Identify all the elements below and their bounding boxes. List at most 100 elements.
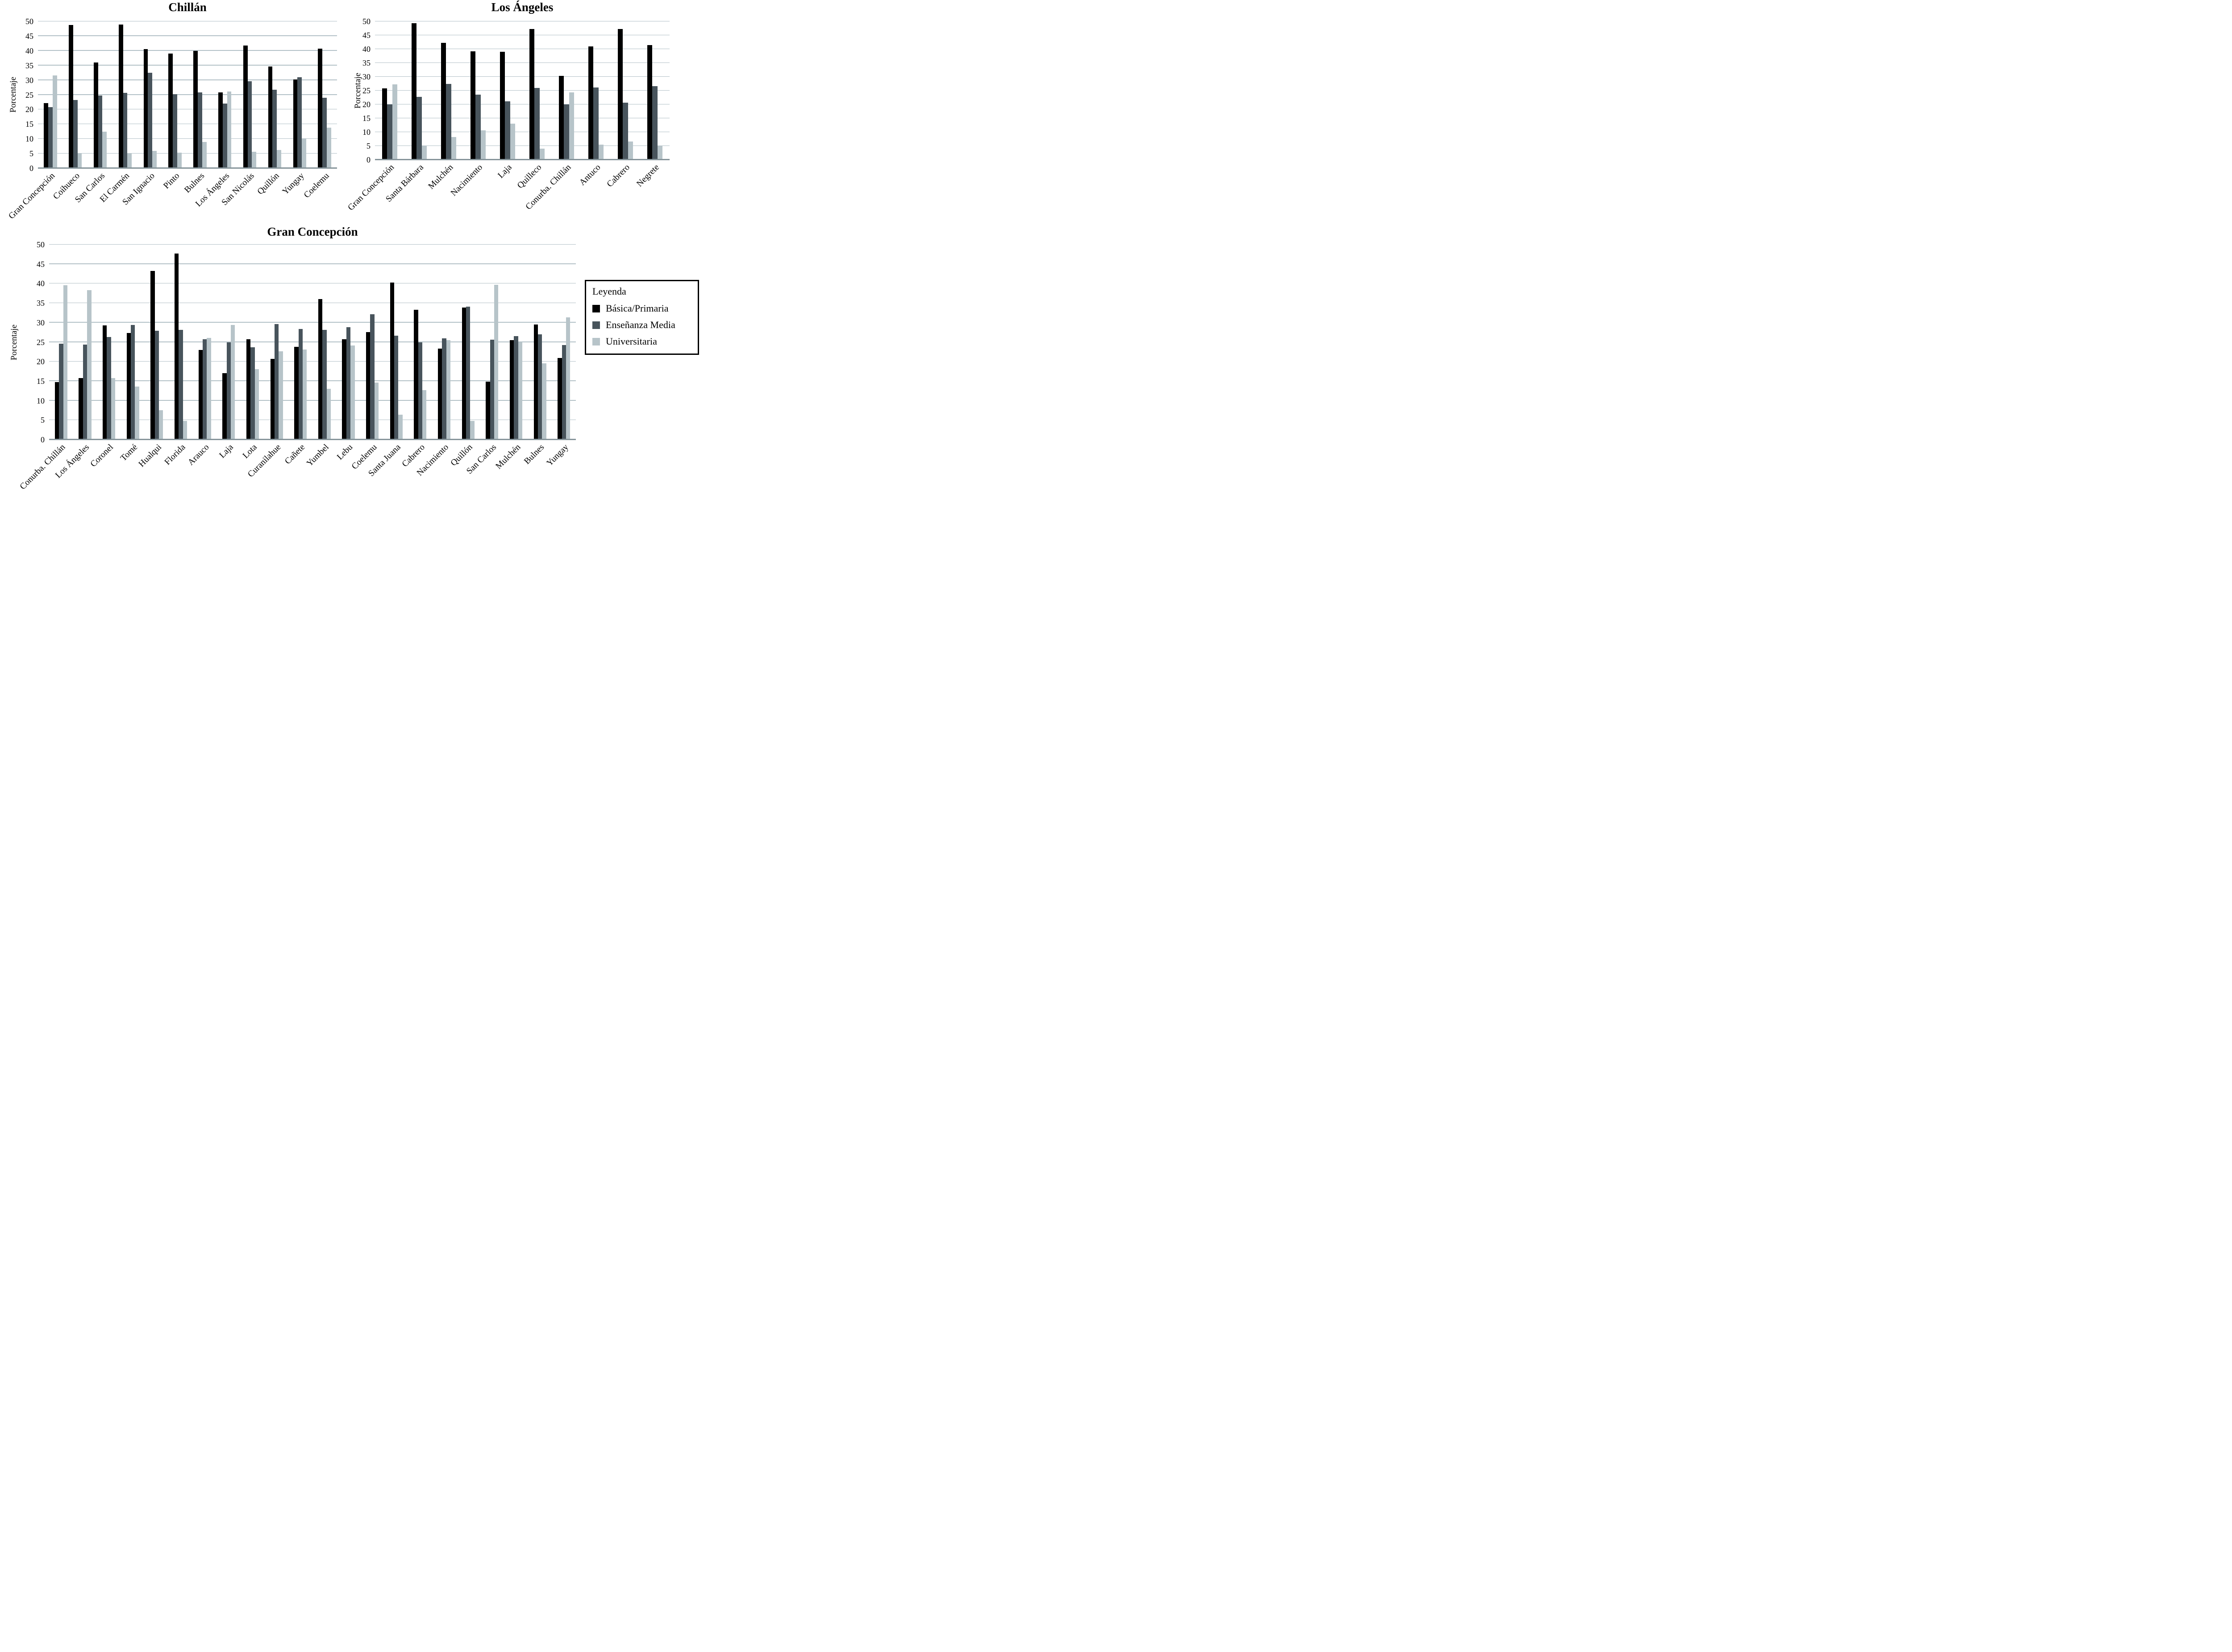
bar-basica — [441, 42, 446, 160]
chart-title: Gran Concepción — [267, 225, 358, 238]
bar-universitaria — [451, 137, 457, 160]
bar-universitaria — [657, 145, 663, 160]
chart-los-angeles: Los Ángeles Porcentaje 0 5 10 15 20 25 30 35 40 4… — [346, 0, 700, 234]
bar-media — [475, 95, 481, 160]
bar-universitaria — [542, 363, 546, 440]
y-tick-label: 0 — [366, 155, 371, 164]
bar-media — [322, 330, 327, 440]
y-tick-label: 40 — [362, 45, 371, 54]
y-tick-label: 25 — [362, 86, 371, 95]
bar-group — [640, 21, 670, 160]
x-axis-label: Mulchén — [426, 162, 455, 191]
bar-universitaria — [177, 153, 182, 168]
bar-basica — [268, 67, 273, 168]
gridline — [49, 380, 576, 381]
bar-universitaria — [135, 387, 139, 440]
y-tick-label: 50 — [37, 240, 45, 249]
gridline — [375, 90, 670, 91]
bar-basica — [588, 46, 594, 160]
bar-media — [222, 104, 227, 168]
bar-universitaria — [277, 150, 282, 168]
x-axis-label: Florida — [162, 442, 187, 467]
bar-basica — [118, 25, 123, 168]
bar-media — [198, 92, 202, 168]
bar-universitaria — [494, 285, 499, 440]
bar-group — [265, 245, 289, 440]
bar-media — [416, 97, 422, 160]
y-tick-label: 15 — [25, 120, 33, 129]
y-tick-label: 40 — [37, 279, 45, 288]
bar-group — [360, 245, 384, 440]
x-axis-label: Mulchén — [494, 442, 523, 471]
bar-media — [490, 340, 495, 440]
gridline — [38, 50, 337, 51]
bar-basica — [69, 25, 73, 168]
legend-label: Universitaria — [606, 336, 657, 347]
bar-group — [169, 245, 193, 440]
bar-basica — [529, 29, 535, 160]
bar-universitaria — [77, 154, 82, 168]
bar-basica — [246, 339, 251, 440]
bar-basica — [366, 332, 371, 440]
legend-item: Enseñanza Media — [592, 319, 691, 331]
bar-group — [528, 245, 552, 440]
bar-groups — [49, 245, 576, 440]
bar-group — [408, 245, 433, 440]
bar-basica — [617, 29, 623, 160]
y-tick-label: 5 — [41, 416, 45, 425]
bar-media — [446, 83, 451, 160]
gridline — [375, 34, 670, 35]
bar-group — [287, 21, 312, 168]
bar-media — [154, 331, 159, 440]
bar-media — [250, 347, 255, 440]
bar-media — [466, 306, 471, 440]
bar-group — [480, 245, 504, 440]
gridline — [38, 153, 337, 154]
bar-group — [375, 21, 404, 160]
y-tick-label: 10 — [25, 134, 33, 144]
y-tick-label: 35 — [362, 58, 371, 67]
bar-basica — [79, 378, 83, 440]
bar-group — [193, 245, 217, 440]
gridline — [49, 361, 576, 362]
bar-group — [187, 21, 212, 168]
x-axis-label: Quillón — [255, 171, 281, 197]
bar-basica — [54, 382, 59, 440]
bar-group — [288, 245, 312, 440]
x-axis-label: Bulnes — [522, 442, 546, 466]
bar-group — [112, 21, 137, 168]
bar-basica — [218, 92, 223, 168]
bar-basica — [193, 50, 198, 168]
gridline — [375, 131, 670, 132]
x-axis-label: Bulnes — [182, 171, 207, 195]
bar-universitaria — [207, 337, 211, 440]
y-tick-label: 25 — [25, 90, 33, 100]
bar-group — [38, 21, 63, 168]
bar-universitaria — [566, 317, 570, 440]
y-tick-label: 35 — [37, 299, 45, 308]
y-axis-label: Porcentaje — [8, 76, 18, 113]
bar-universitaria — [326, 127, 331, 168]
bar-media — [98, 95, 103, 168]
chart-chillan: Chillán Porcentaje 0 5 10 15 20 25 30 35 40 45 50 G… — [0, 0, 352, 234]
gridline — [375, 21, 670, 22]
bar-media — [83, 344, 87, 440]
bar-group — [63, 21, 88, 168]
bar-basica — [462, 307, 466, 440]
legend-label: Enseñanza Media — [606, 319, 675, 331]
chart-title: Chillán — [168, 0, 207, 14]
bar-groups — [375, 21, 670, 160]
y-tick-label: 40 — [25, 46, 33, 55]
y-tick-label: 45 — [37, 259, 45, 269]
bar-universitaria — [326, 389, 331, 440]
bar-basica — [143, 49, 148, 168]
y-tick-label: 25 — [37, 337, 45, 347]
bar-universitaria — [569, 92, 575, 160]
bar-group — [522, 21, 552, 160]
bar-universitaria — [628, 141, 633, 160]
gridline — [49, 244, 576, 245]
bar-universitaria — [421, 146, 427, 160]
bar-media — [298, 329, 303, 440]
bar-group — [312, 21, 337, 168]
legend-item: Universitaria — [592, 336, 691, 347]
